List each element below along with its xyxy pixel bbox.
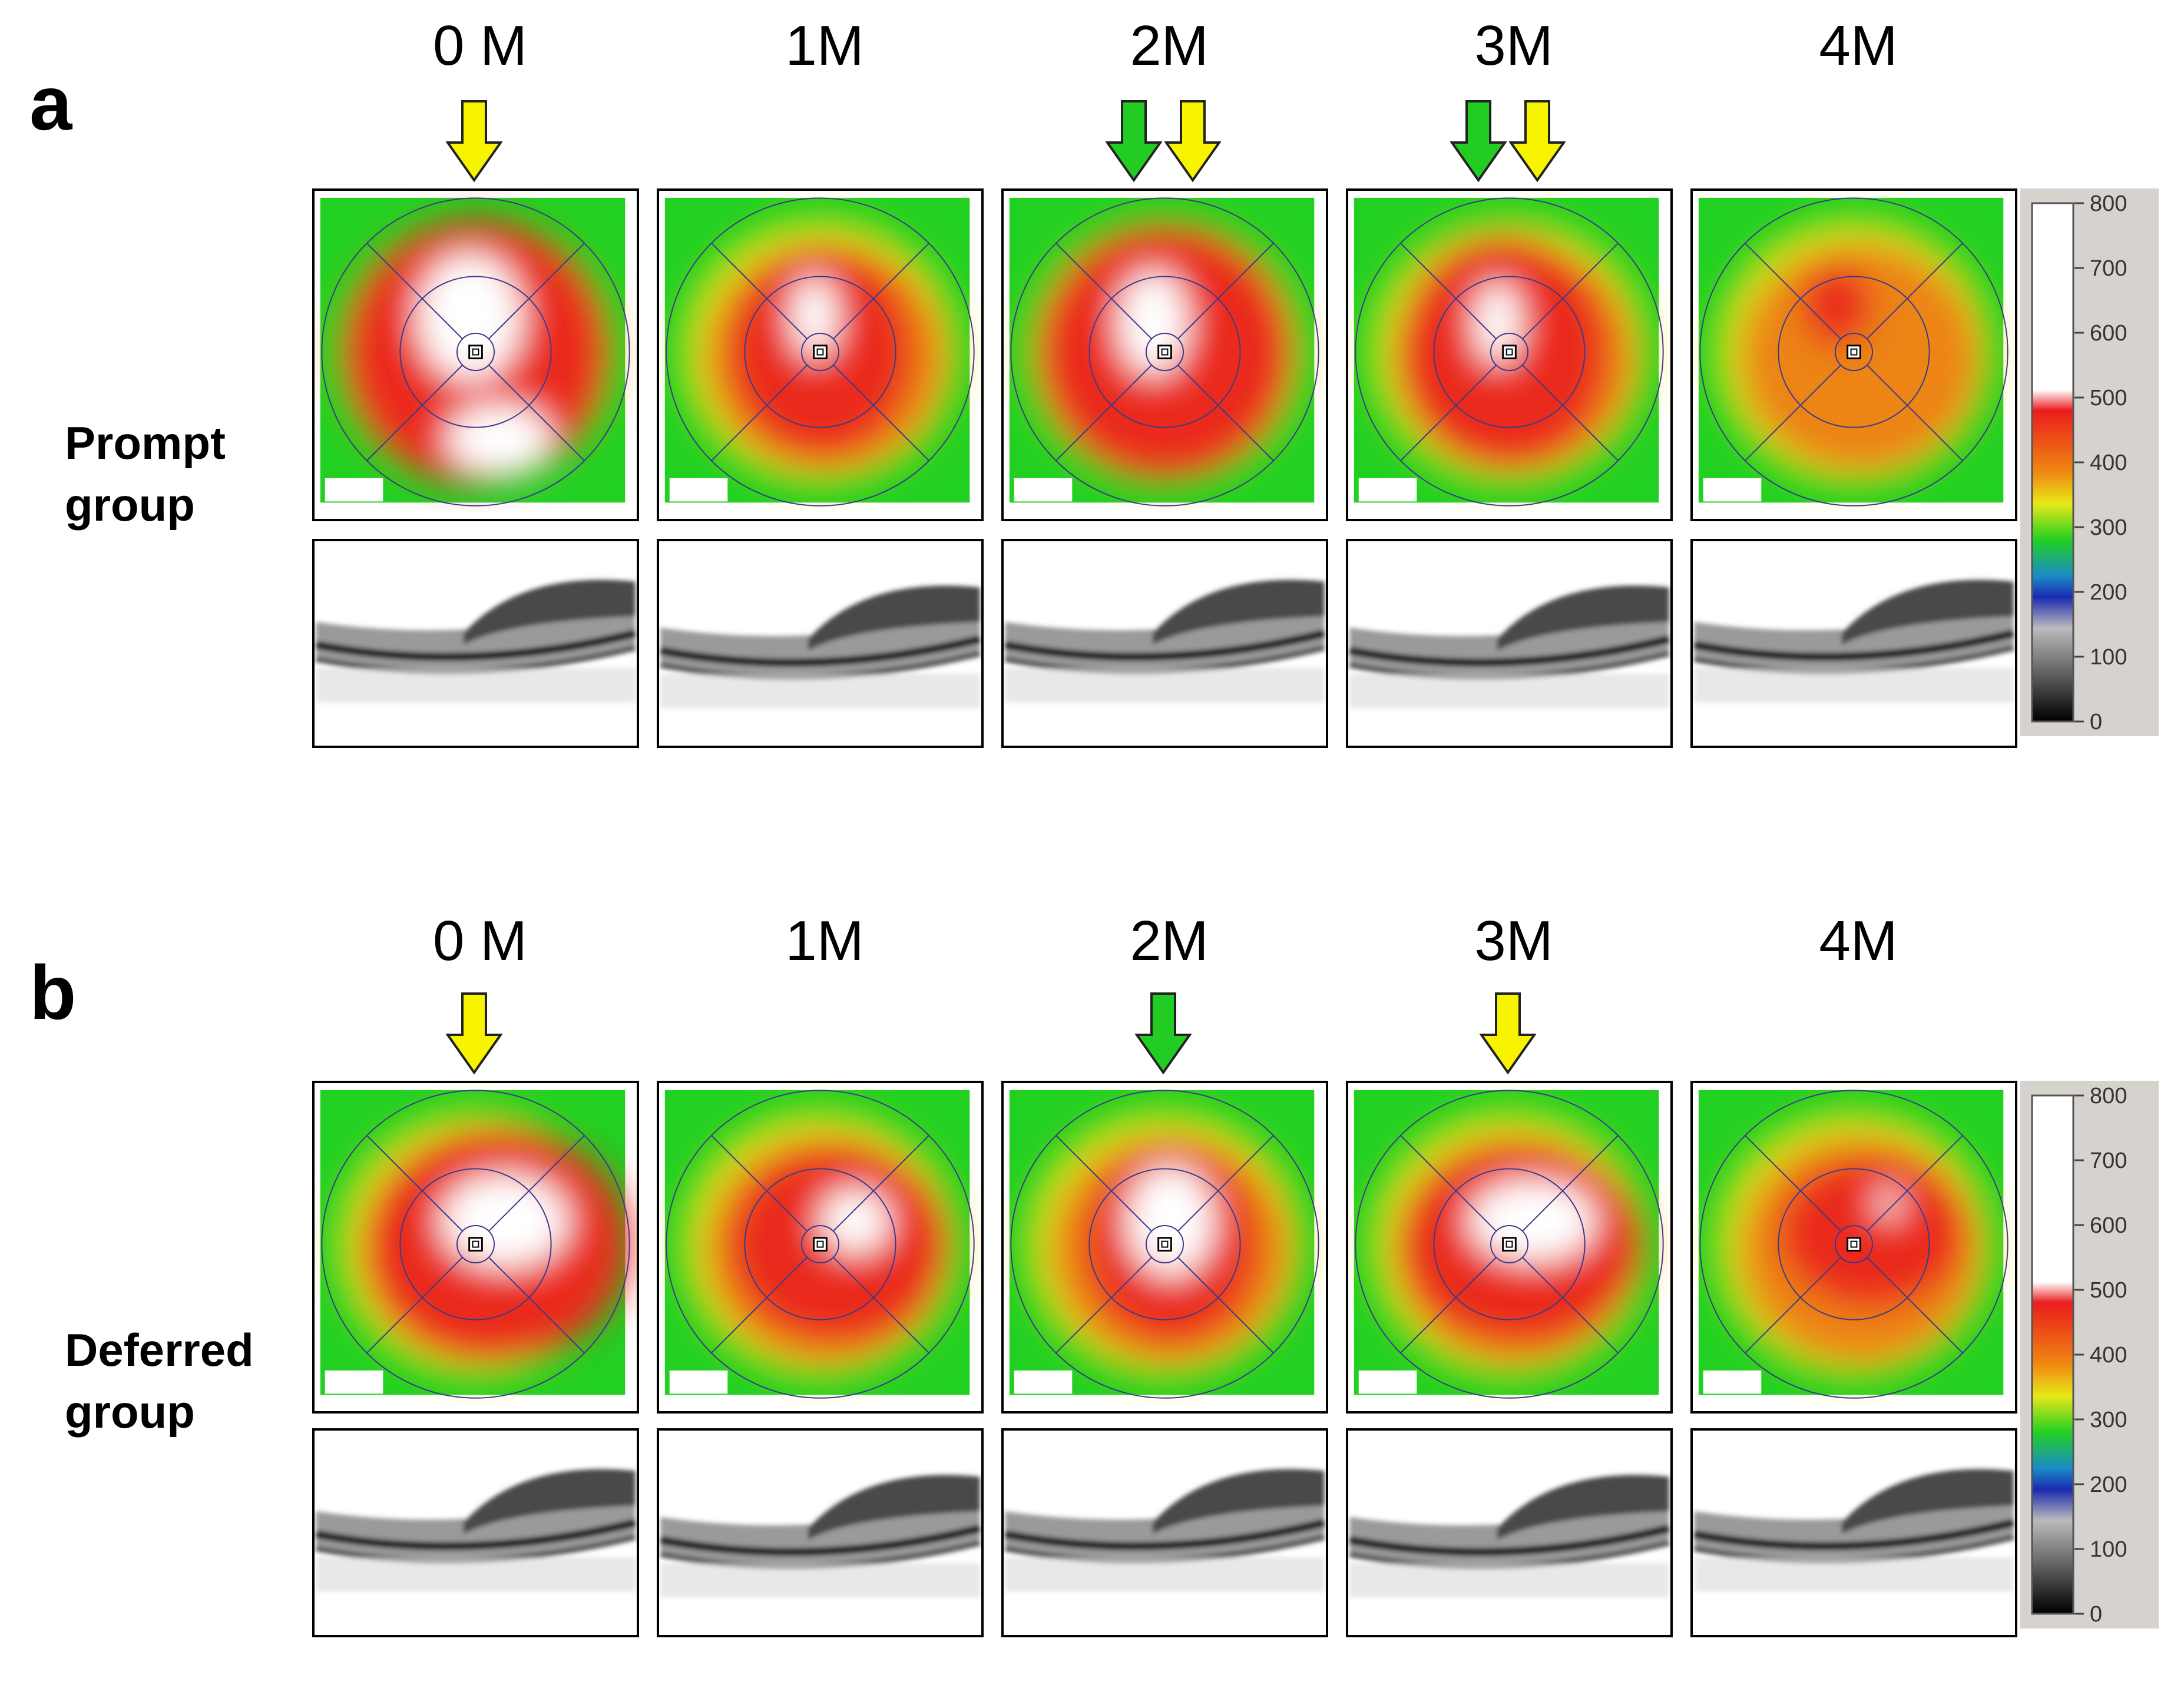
scale-tick-label: 400 <box>2090 451 2127 475</box>
scale-tick-label: 100 <box>2090 645 2127 670</box>
scale-tick-label: 600 <box>2090 321 2127 346</box>
thickness-map <box>657 1081 984 1414</box>
oct-scan <box>312 1428 639 1637</box>
scale-tick-label: 700 <box>2090 1148 2127 1173</box>
scale-tick-label: 500 <box>2090 1278 2127 1303</box>
scale-tick-label: 700 <box>2090 256 2127 281</box>
green-arrow-icon <box>1106 100 1162 183</box>
month-label: 2M <box>1004 913 1334 969</box>
thickness-map <box>1690 188 2017 521</box>
oct-scan <box>1001 539 1328 748</box>
scale-tick-label: 0 <box>2090 1602 2102 1627</box>
month-label: 0 M <box>315 18 645 74</box>
month-label: 1M <box>660 18 990 74</box>
thickness-map <box>1346 1081 1673 1414</box>
scale-tick-label: 100 <box>2090 1537 2127 1562</box>
month-label: 3M <box>1349 913 1679 969</box>
month-label: 1M <box>660 913 990 969</box>
thickness-map <box>1001 188 1328 521</box>
scale-tick-label: 800 <box>2090 191 2127 216</box>
scale-tick-label: 500 <box>2090 386 2127 411</box>
yellow-arrow-icon <box>446 100 502 183</box>
month-label: 4M <box>1693 18 2023 74</box>
scale-tick-label: 300 <box>2090 515 2127 540</box>
thickness-map <box>312 188 639 521</box>
thickness-map <box>657 188 984 521</box>
thickness-map <box>312 1081 639 1414</box>
color-scale: 800 700 600 500 400 300 200 100 0 <box>2020 188 2159 736</box>
yellow-arrow-icon <box>446 992 502 1075</box>
oct-scan <box>1690 1428 2017 1637</box>
green-arrow-icon <box>1450 100 1507 183</box>
panel-letter: b <box>29 954 76 1031</box>
scale-tick-label: 300 <box>2090 1408 2127 1432</box>
group-label: Deferred group <box>65 1319 254 1444</box>
yellow-arrow-icon <box>1480 992 1536 1075</box>
month-label: 2M <box>1004 18 1334 74</box>
thickness-map <box>1001 1081 1328 1414</box>
scale-tick-label: 600 <box>2090 1213 2127 1238</box>
color-scale: 800 700 600 500 400 300 200 100 0 <box>2020 1081 2159 1628</box>
yellow-arrow-icon <box>1509 100 1566 183</box>
group-label: Prompt group <box>65 412 226 537</box>
oct-scan <box>1001 1428 1328 1637</box>
oct-scan <box>657 1428 984 1637</box>
month-label: 0 M <box>315 913 645 969</box>
oct-scan <box>1346 539 1673 748</box>
scale-tick-label: 0 <box>2090 710 2102 734</box>
oct-scan <box>312 539 639 748</box>
scale-tick-label: 200 <box>2090 580 2127 605</box>
oct-scan <box>1690 539 2017 748</box>
scale-tick-label: 800 <box>2090 1084 2127 1108</box>
scale-tick-label: 400 <box>2090 1343 2127 1368</box>
thickness-map <box>1346 188 1673 521</box>
panel-letter: a <box>29 65 72 141</box>
oct-scan <box>657 539 984 748</box>
panel-b: b 0 M 1M 2M 3M 4M Deferred group 800 700 6… <box>0 883 2174 1708</box>
thickness-map <box>1690 1081 2017 1414</box>
panel-a: a 0 M 1M 2M 3M 4M Prompt group 800 700 600… <box>0 0 2174 825</box>
yellow-arrow-icon <box>1164 100 1221 183</box>
month-label: 4M <box>1693 913 2023 969</box>
green-arrow-icon <box>1135 992 1192 1075</box>
month-label: 3M <box>1349 18 1679 74</box>
oct-scan <box>1346 1428 1673 1637</box>
scale-tick-label: 200 <box>2090 1472 2127 1497</box>
